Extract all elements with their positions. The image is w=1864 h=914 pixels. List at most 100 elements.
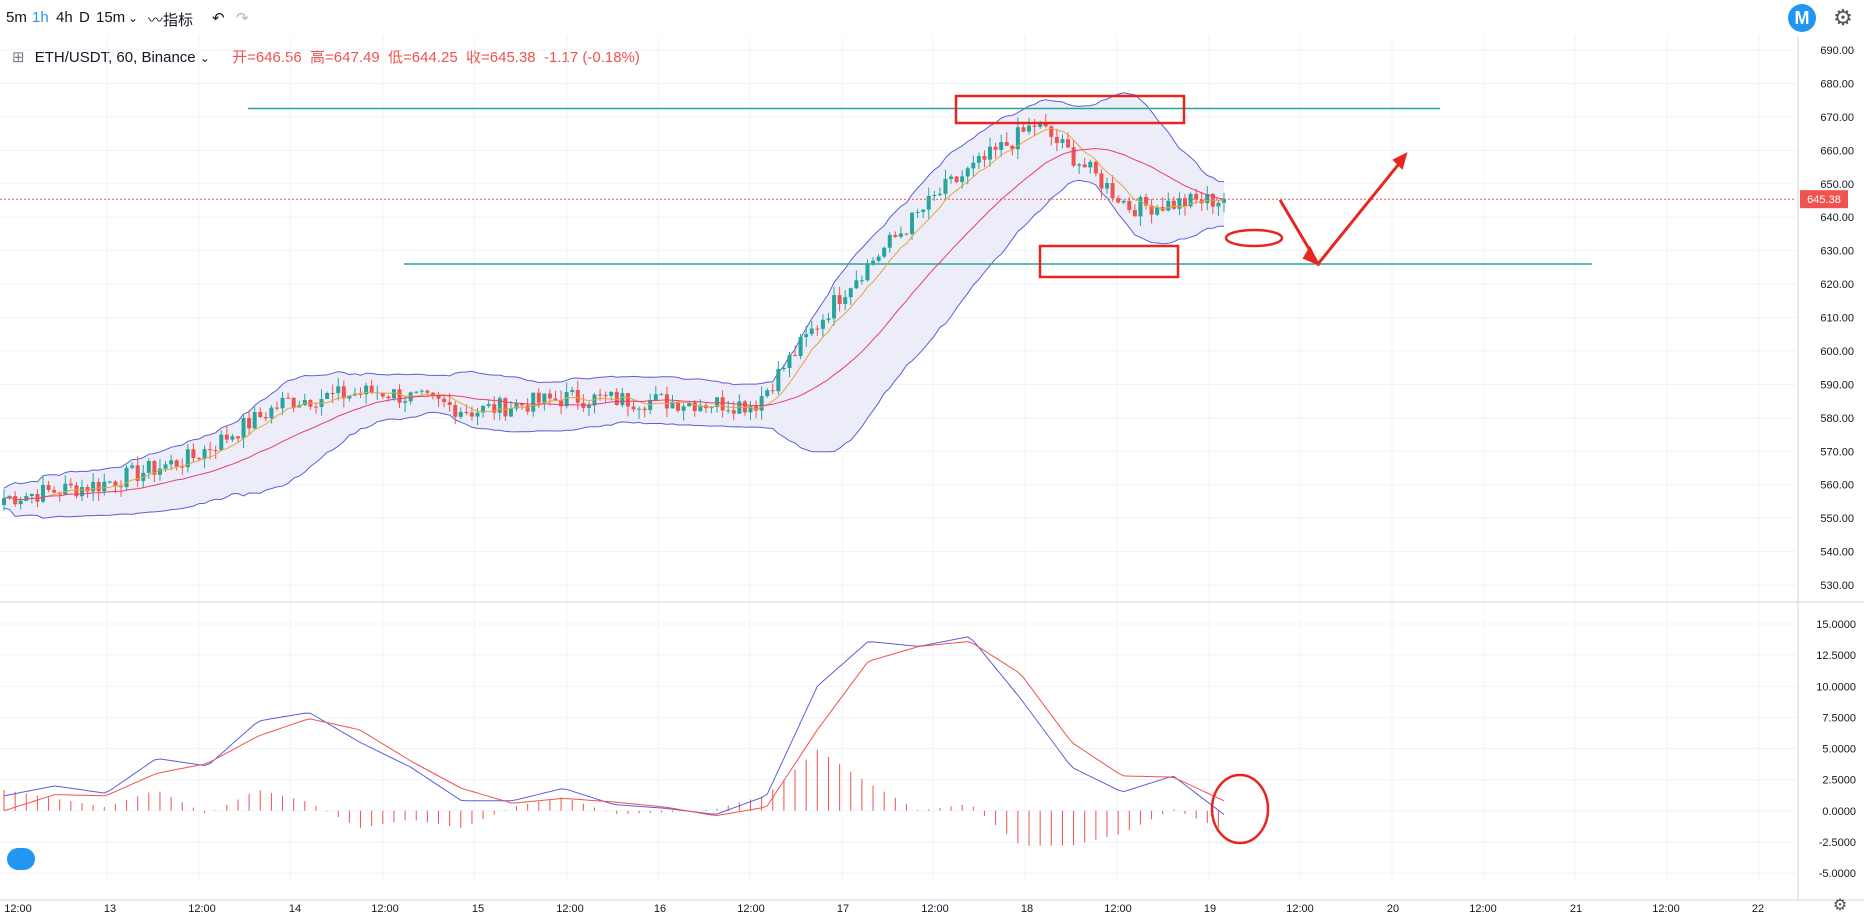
candle-body [960, 176, 965, 183]
candle-body [876, 256, 881, 261]
candle-body [598, 394, 603, 396]
collapse-icon[interactable]: ⊞ [12, 49, 25, 66]
candle-body [1015, 127, 1020, 150]
candle-body [514, 403, 519, 409]
candle-body [180, 466, 185, 468]
candle-body [1071, 147, 1076, 166]
candle-body [988, 146, 993, 160]
candle-body [464, 412, 469, 414]
ma-slow-line [3, 148, 1225, 501]
candle-body [85, 486, 90, 492]
candle-body [726, 410, 731, 412]
price-tick-label: 600.00 [1820, 346, 1854, 358]
candle-body [898, 233, 903, 237]
price-ellipse-marker [1224, 228, 1284, 248]
candle-body [859, 280, 864, 282]
candle-body [386, 396, 391, 399]
candle-body [96, 481, 101, 492]
candle-body [954, 176, 959, 183]
candle-body [280, 397, 285, 409]
candle-body [575, 389, 580, 403]
candle-body [1166, 200, 1171, 211]
candle-body [1216, 202, 1221, 207]
undo-icon[interactable]: ↶ [212, 10, 225, 27]
candle-body [1027, 125, 1032, 132]
redo-icon[interactable]: ↷ [236, 10, 249, 27]
candle-body [403, 401, 408, 403]
candle-body [469, 412, 474, 417]
candle-body [737, 401, 742, 414]
indicators-button[interactable]: 〰指标 [148, 9, 193, 30]
candle-body [486, 404, 491, 406]
horizontal-levels[interactable] [0, 107, 1796, 265]
candle-body [664, 394, 669, 409]
candle-body [1032, 125, 1037, 127]
candle-body [971, 162, 976, 169]
candle-body [564, 391, 569, 407]
indicators-icon: 〰 [148, 12, 164, 29]
candle-body [547, 393, 552, 399]
interval-5m[interactable]: 5m [6, 9, 27, 26]
symbol-label[interactable]: ETH/USDT, 60, Binance [34, 49, 196, 66]
macd-tick-label: -2.5000 [1819, 837, 1856, 849]
time-tick-label: 20 [1387, 903, 1399, 914]
price-tick-label: 690.00 [1820, 45, 1854, 57]
candle-body [46, 484, 51, 490]
candle-body [1105, 182, 1110, 189]
candle-body [553, 398, 558, 401]
candle-body [843, 297, 848, 304]
time-tick-label: 12:00 [1469, 903, 1497, 914]
candle-body [29, 493, 34, 497]
grid-lines [0, 36, 1864, 880]
gear-icon[interactable]: ⚙ [1833, 5, 1853, 30]
candle-body [1116, 198, 1121, 203]
candle-body [1110, 182, 1115, 199]
price-tick-label: 530.00 [1820, 580, 1854, 592]
candle-body [107, 481, 112, 483]
candle-body [291, 397, 296, 408]
candle-body [943, 178, 948, 194]
time-tick-label: 21 [1570, 903, 1582, 914]
annotations[interactable] [954, 94, 1408, 845]
interval-dropdown-chevron-icon[interactable]: ⌄ [128, 11, 139, 25]
logo-icon[interactable]: M [1788, 4, 1816, 32]
candle-body [18, 500, 23, 505]
candle-body [603, 394, 608, 396]
candle-body [731, 410, 736, 414]
candle-body [586, 405, 591, 408]
candle-body [848, 288, 853, 298]
candle-body [1099, 173, 1104, 189]
interval-15m[interactable]: 15m [96, 9, 126, 26]
moving-averages [3, 127, 1225, 501]
symbol-dropdown-chevron-icon[interactable]: ⌄ [199, 51, 210, 65]
candle-body [157, 468, 162, 475]
band-upper-line [3, 92, 1225, 489]
candle-body [302, 400, 307, 406]
candle-body [414, 391, 419, 393]
candle-body [269, 407, 274, 419]
candle-body [904, 233, 909, 235]
interval-4h[interactable]: 4h [56, 9, 73, 26]
top-highlight-box [954, 94, 1186, 125]
candle-body [754, 406, 759, 411]
candle-body [408, 392, 413, 402]
candle-body [213, 450, 218, 452]
candle-body [1194, 193, 1199, 200]
candle-body [341, 386, 346, 399]
interval-1h[interactable]: 1h [32, 9, 49, 26]
time-tick-label: 22 [1752, 903, 1764, 914]
candle-body [1222, 199, 1226, 203]
candle-body [815, 328, 820, 330]
tradingview-logo-icon[interactable] [7, 848, 35, 870]
time-tick-label: 12:00 [1104, 903, 1132, 914]
candle-body [430, 392, 435, 396]
candle-body [481, 405, 486, 413]
candle-body [146, 461, 151, 473]
candle-body [68, 483, 73, 486]
interval-d[interactable]: D [79, 9, 90, 26]
time-tick-label: 13 [104, 903, 116, 914]
time-tick-label: 16 [654, 903, 666, 914]
candle-body [921, 209, 926, 212]
candle-body [503, 398, 508, 417]
